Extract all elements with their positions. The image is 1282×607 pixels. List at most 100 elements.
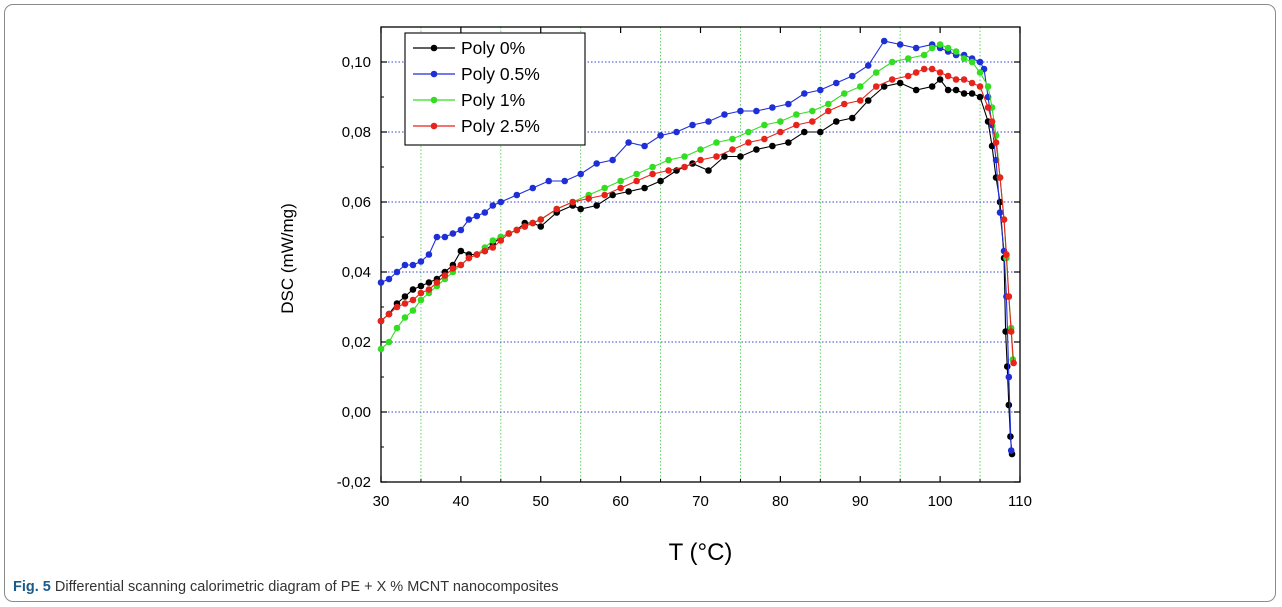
data-point	[872, 69, 880, 76]
data-point	[1007, 328, 1015, 335]
data-point	[649, 163, 656, 171]
data-point	[545, 177, 553, 185]
data-point	[988, 118, 996, 125]
data-point	[928, 65, 936, 73]
data-point	[928, 83, 936, 90]
x-tick-label: 50	[532, 493, 549, 510]
legend-item: Poly 1%	[413, 90, 525, 110]
data-point	[1005, 373, 1013, 381]
data-point	[904, 72, 912, 80]
legend-label: Poly 2.5%	[461, 116, 540, 136]
x-tick-label: 110	[1008, 493, 1032, 510]
data-point	[936, 76, 944, 83]
data-point	[785, 100, 792, 108]
x-tick-label: 80	[772, 493, 789, 510]
data-point	[1003, 251, 1010, 258]
y-tick-label: 0,04	[342, 264, 371, 281]
x-tick-label: 90	[852, 493, 869, 510]
data-point	[465, 254, 473, 262]
series-line	[380, 40, 1012, 451]
data-point	[641, 142, 648, 150]
data-point	[721, 111, 728, 118]
data-point	[1000, 216, 1008, 223]
data-point	[625, 139, 632, 146]
data-point	[737, 107, 744, 115]
data-point	[529, 219, 537, 227]
data-point	[625, 188, 632, 195]
data-point	[817, 86, 824, 94]
data-point	[856, 83, 864, 90]
y-tick-label: 0,00	[342, 404, 371, 421]
data-point	[617, 184, 624, 192]
data-point	[1007, 447, 1015, 454]
data-point	[513, 226, 521, 234]
data-point	[753, 107, 760, 115]
data-point	[793, 121, 800, 129]
data-point	[968, 58, 976, 66]
data-point	[832, 118, 840, 125]
figure-caption: Fig. 5 Differential scanning calorimetri…	[13, 579, 558, 595]
caption-text: Differential scanning calorimetric diagr…	[54, 579, 559, 595]
data-point	[665, 156, 672, 164]
data-point	[537, 216, 545, 223]
data-point	[912, 44, 920, 52]
legend-label: Poly 0%	[461, 38, 525, 58]
y-axis-title: DSC (mW/mg)	[278, 203, 297, 313]
data-point	[1010, 359, 1017, 367]
data-point	[888, 58, 896, 66]
data-point	[904, 55, 912, 62]
data-point	[409, 286, 417, 293]
data-point	[840, 90, 848, 97]
data-point	[952, 48, 960, 55]
data-point	[952, 86, 960, 94]
data-point	[1003, 363, 1011, 370]
data-point	[777, 128, 784, 136]
data-point	[689, 121, 696, 129]
data-point	[801, 128, 808, 136]
data-point	[417, 296, 425, 304]
data-point	[577, 205, 584, 213]
data-point	[785, 139, 792, 146]
data-point	[1005, 293, 1013, 300]
data-point	[872, 83, 880, 90]
data-point	[585, 195, 592, 202]
data-point	[713, 139, 720, 146]
legend-swatch-marker	[430, 122, 438, 130]
data-point	[761, 135, 768, 143]
data-point	[968, 90, 976, 97]
data-point	[641, 184, 648, 192]
data-point	[489, 202, 497, 209]
data-point	[976, 58, 984, 66]
data-point	[385, 338, 393, 346]
data-point	[729, 135, 736, 143]
caption-label: Fig. 5	[13, 579, 51, 595]
data-point	[996, 174, 1004, 181]
data-point	[769, 142, 776, 150]
legend-item: Poly 0%	[413, 38, 525, 58]
data-point	[960, 55, 968, 62]
data-point	[385, 275, 393, 283]
data-point	[976, 93, 984, 101]
data-point	[928, 44, 936, 52]
data-point	[425, 279, 433, 286]
y-tick-label: 0,02	[342, 334, 371, 351]
data-point	[457, 261, 465, 269]
data-point	[880, 83, 888, 90]
legend-label: Poly 1%	[461, 90, 525, 110]
data-point	[425, 286, 433, 293]
data-point	[489, 244, 497, 251]
data-point	[721, 153, 728, 160]
data-point	[673, 128, 680, 136]
data-point	[992, 139, 1000, 146]
data-point	[944, 44, 952, 52]
data-point	[665, 167, 672, 174]
data-point	[553, 205, 561, 213]
data-point	[617, 177, 624, 185]
data-point	[832, 79, 840, 87]
data-point	[713, 153, 720, 160]
data-point	[401, 300, 409, 307]
data-point	[409, 296, 417, 304]
data-point	[753, 146, 760, 153]
data-point	[920, 65, 928, 73]
data-point	[401, 293, 409, 300]
